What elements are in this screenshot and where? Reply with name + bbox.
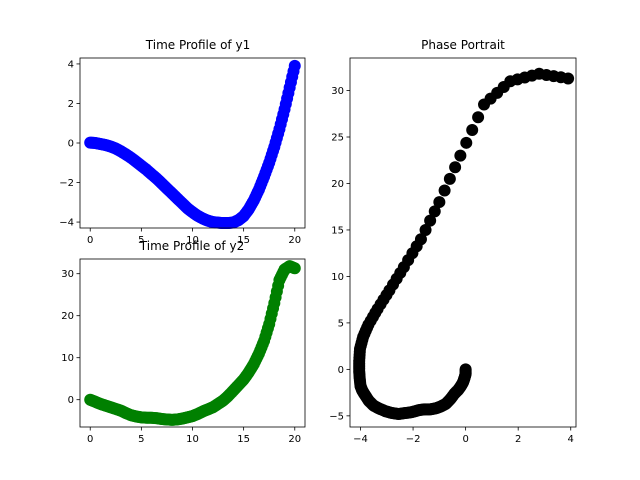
y-tick-label: 4: [68, 59, 74, 70]
data-point-fill: [438, 184, 451, 197]
y-tick-label: 20: [331, 179, 344, 190]
x-tick-label: 20: [288, 235, 301, 246]
y1-y-axis: −4 −2 0 2 4: [59, 59, 80, 229]
x-tick-label: 2: [515, 434, 521, 445]
data-point: [288, 59, 301, 72]
x-tick-label: −4: [353, 434, 368, 445]
y-tick-label: 0: [68, 139, 74, 150]
data-point-fill: [466, 124, 479, 137]
x-tick-label: −2: [406, 434, 421, 445]
data-point-fill: [443, 172, 456, 185]
y-tick-label: 20: [61, 311, 74, 322]
y2-y-axis: 0 10 20 30: [61, 269, 80, 406]
chart-title-y1: Time Profile of y1: [145, 38, 250, 52]
chart-title-y2: Time Profile of y2: [139, 239, 244, 253]
data-point-fill: [428, 205, 441, 218]
y-tick-label: −4: [59, 218, 74, 229]
x-tick-label: 5: [138, 235, 144, 246]
data-point: [433, 196, 446, 209]
x-tick-label: 5: [138, 434, 144, 445]
chart-phase-portrait: Phase Portrait −4 −2 0 2 4 −5 0 5 10 15 20 25 30: [329, 38, 577, 445]
data-point-fill: [460, 136, 473, 149]
y-tick-label: 25: [331, 133, 344, 144]
phase-y-axis: −5 0 5 10 15 20 25 30: [329, 86, 350, 422]
phase-x-axis: −4 −2 0 2 4: [353, 427, 574, 445]
y2-x-axis: 0 5 10 15 20: [87, 427, 301, 445]
data-point-fill: [419, 223, 432, 236]
y-tick-label: 30: [61, 269, 74, 280]
y-tick-label: 0: [338, 365, 344, 376]
data-point: [454, 149, 467, 162]
chart-title-phase: Phase Portrait: [421, 38, 505, 52]
data-point: [414, 233, 427, 246]
x-tick-label: 0: [87, 434, 93, 445]
y1-x-axis: 0 5 10 15 20: [87, 228, 301, 246]
x-tick-label: 10: [186, 434, 199, 445]
chart-y2-time-profile: 0 5 10 15 20 0 10 20 30 Time Profile of y2: [61, 239, 306, 445]
x-tick-label: 4: [568, 434, 574, 445]
x-tick-label: 0: [87, 235, 93, 246]
y-tick-label: 10: [331, 272, 344, 283]
phase-axes-frame: [349, 57, 577, 428]
y-tick-label: 15: [331, 225, 344, 236]
y-tick-label: −5: [329, 411, 344, 422]
x-tick-label: 10: [186, 235, 199, 246]
y-tick-label: 5: [338, 318, 344, 329]
y-tick-label: −2: [59, 178, 74, 189]
data-point-fill: [472, 111, 485, 124]
y2-axes-frame: [79, 258, 306, 428]
y-tick-label: 2: [68, 99, 74, 110]
y-tick-label: 30: [331, 86, 344, 97]
y-tick-label: 0: [68, 395, 74, 406]
phase-markers: [353, 67, 575, 420]
data-point: [288, 262, 301, 275]
data-point-fill: [449, 161, 462, 174]
x-tick-label: 15: [237, 434, 250, 445]
y1-axes-frame: [79, 57, 306, 229]
x-tick-label: 0: [462, 434, 468, 445]
y1-markers: [84, 59, 301, 230]
x-tick-label: 15: [237, 235, 250, 246]
y2-markers: [84, 260, 301, 426]
chart-y1-time-profile: Time Profile of y1 0 5 10 15 20 −4 −2 0 2 4: [59, 38, 306, 246]
data-point: [562, 72, 575, 85]
data-point-fill: [424, 214, 437, 227]
y-tick-label: 10: [61, 353, 74, 364]
x-tick-label: 20: [288, 434, 301, 445]
